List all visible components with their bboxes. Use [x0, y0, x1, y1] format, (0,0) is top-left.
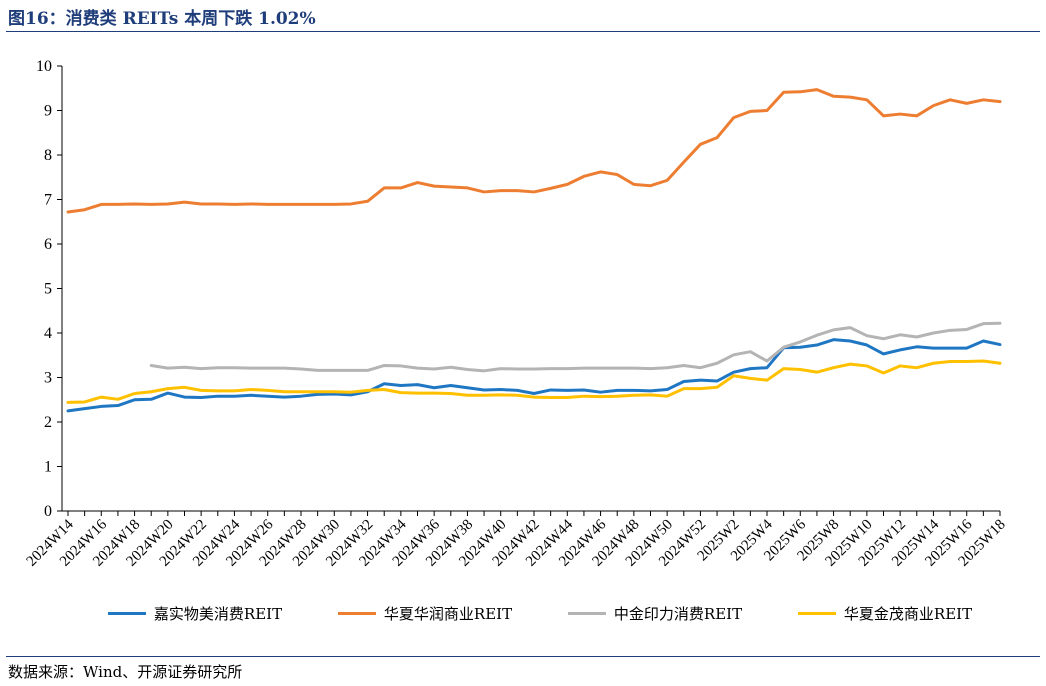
y-tick-label: 6 — [44, 236, 52, 253]
y-axis-ticks: 0 1 2 3 4 5 6 7 8 9 10 — [36, 58, 62, 520]
line-chart: 0 1 2 3 4 5 6 7 8 9 10 2024W142024W162024W182024W2… — [24, 58, 1009, 570]
legend-swatch-huaxia-huarun — [337, 612, 376, 615]
figure-title: 图16：消费类 REITs 本周下跌 1.02% — [8, 9, 316, 29]
title-divider — [6, 31, 1040, 32]
y-tick-label: 2 — [44, 414, 52, 431]
legend-item-jiashi: 嘉实物美消费REIT — [107, 603, 283, 624]
chart-axes — [61, 66, 1000, 512]
legend-item-zhongjin: 中金印力消费REIT — [567, 603, 743, 624]
y-tick-label: 10 — [36, 58, 52, 75]
y-tick-label: 4 — [44, 325, 52, 342]
legend-label-zhongjin: 中金印力消费REIT — [613, 605, 743, 623]
series-line-4 — [66, 359, 1002, 404]
legend-label-huaxia-huarun: 华夏华润商业REIT — [383, 605, 513, 623]
y-tick-label: 5 — [44, 281, 52, 298]
source-note: 数据来源：Wind、开源证券研究所 — [8, 663, 243, 681]
legend-swatch-jiashi — [107, 612, 146, 615]
series-line-1 — [66, 338, 1002, 413]
legend-item-huaxia-jinmao: 华夏金茂商业REIT — [797, 603, 973, 624]
legend-label-huaxia-jinmao: 华夏金茂商业REIT — [843, 605, 973, 623]
legend-swatch-huaxia-jinmao — [797, 612, 836, 615]
legend-item-huaxia-huarun: 华夏华润商业REIT — [337, 603, 513, 624]
x-axis-ticks: 2024W142024W162024W182024W202024W222024W… — [24, 511, 1009, 570]
y-tick-label: 3 — [44, 370, 52, 387]
series-line-3 — [149, 321, 1002, 373]
footer-divider — [6, 656, 1040, 657]
series-line-2 — [66, 88, 1002, 214]
y-tick-label: 0 — [44, 503, 52, 520]
chart-series — [66, 88, 1002, 413]
legend-swatch-zhongjin — [567, 612, 606, 615]
chart-legend: 嘉实物美消费REIT 华夏华润商业REIT 中金印力消费REIT 华夏金茂商业R… — [80, 603, 1000, 624]
legend-label-jiashi: 嘉实物美消费REIT — [153, 605, 283, 623]
y-tick-label: 9 — [44, 103, 52, 120]
y-tick-label: 1 — [44, 459, 52, 476]
y-tick-label: 8 — [44, 147, 52, 164]
y-tick-label: 7 — [44, 192, 52, 209]
